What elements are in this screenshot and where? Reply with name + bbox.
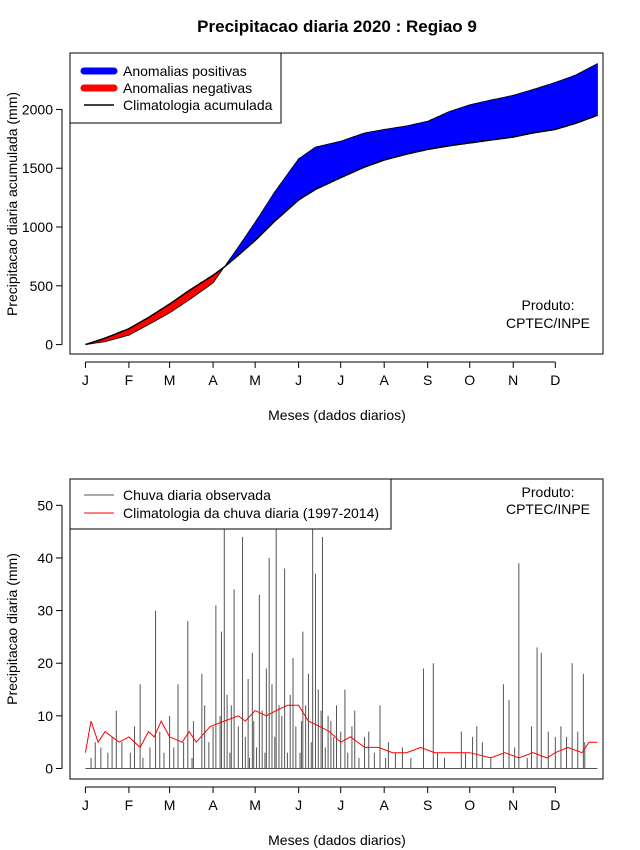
- bottom-annotation-line1: Produto:: [522, 484, 575, 500]
- bottom-bar-marks: [84, 510, 598, 769]
- top-x-tick-label: O: [464, 372, 475, 388]
- bottom-y-tick-label: 20: [37, 655, 53, 671]
- bottom-x-tick-label: A: [380, 797, 390, 813]
- legend-label-daily-climatology: Climatologia da chuva diaria (1997-2014): [123, 505, 379, 521]
- top-x-tick-label: A: [380, 372, 390, 388]
- legend-label-climatology: Climatologia acumulada: [123, 97, 273, 113]
- bottom-x-label: Meses (dados diarios): [268, 832, 406, 848]
- bottom-x-tick-label: N: [508, 797, 518, 813]
- top-x-tick-label: N: [508, 372, 518, 388]
- bottom-y-label: Precipitacao diaria (mm): [4, 553, 20, 705]
- top-y-tick-label: 0: [45, 337, 53, 353]
- legend-label-positive: Anomalias positivas: [123, 63, 247, 79]
- bottom-legend-box: [69, 478, 392, 530]
- top-y-tick-label: 2000: [22, 101, 53, 117]
- top-legend: Anomalias positivas Anomalias negativas …: [69, 52, 282, 124]
- top-y-tick-label: 1000: [22, 219, 53, 235]
- top-panel: 0 500 1000 1500 2000 J F M A M J J A S O N D Meses (dad…: [4, 52, 604, 423]
- top-annotation-line2: CPTEC/INPE: [506, 315, 590, 331]
- bottom-y-tick-label: 30: [37, 603, 53, 619]
- bottom-x-tick-label: M: [164, 797, 176, 813]
- bottom-x-tick-label: M: [249, 797, 261, 813]
- negative-anomaly-area-0: [86, 267, 224, 345]
- figure-title: Precipitacao diaria 2020 : Regiao 9: [197, 17, 477, 36]
- bottom-y-tick-label: 50: [37, 497, 53, 513]
- bottom-y-tick-label: 40: [37, 550, 53, 566]
- top-x-tick-label: M: [164, 372, 176, 388]
- top-y-tick-label: 500: [30, 278, 54, 294]
- top-x-tick-label: J: [337, 372, 344, 388]
- top-x-tick-label: D: [550, 372, 560, 388]
- bottom-x-tick-label: A: [208, 797, 218, 813]
- top-annotation-line1: Produto:: [522, 297, 575, 313]
- bottom-annotation-line2: CPTEC/INPE: [506, 501, 590, 517]
- bottom-x-tick-label: D: [550, 797, 560, 813]
- bottom-y-axis: 0 10 20 30 40 50: [37, 497, 63, 776]
- bottom-y-tick-label: 10: [37, 708, 53, 724]
- top-x-tick-label: F: [125, 372, 134, 388]
- bottom-x-tick-label: J: [337, 797, 344, 813]
- bottom-x-tick-label: S: [423, 797, 432, 813]
- top-y-label: Precipitacao diaria acumulada (mm): [4, 92, 20, 316]
- bottom-y-tick-label: 0: [45, 760, 53, 776]
- bottom-x-tick-label: F: [125, 797, 134, 813]
- bottom-x-tick-label: J: [82, 797, 89, 813]
- top-y-tick-label: 1500: [22, 160, 53, 176]
- daily-climatology-line: [84, 704, 598, 759]
- top-x-tick-label: S: [423, 372, 432, 388]
- top-x-tick-label: A: [208, 372, 218, 388]
- top-x-tick-label: M: [249, 372, 261, 388]
- top-area-marks: [85, 62, 598, 346]
- top-plot-frame: [69, 52, 604, 355]
- legend-label-negative: Anomalias negativas: [123, 80, 252, 96]
- climatology-line: [85, 114, 598, 346]
- top-x-tick-label: J: [295, 372, 302, 388]
- top-y-axis: 0 500 1000 1500 2000: [22, 101, 63, 353]
- bottom-legend: Chuva diaria observada Climatologia da c…: [69, 478, 392, 530]
- top-x-tick-label: J: [82, 372, 89, 388]
- bottom-x-tick-label: O: [464, 797, 475, 813]
- bottom-x-tick-label: J: [295, 797, 302, 813]
- bottom-panel: 0 10 20 30 40 50 J F M A M J J A S O N D Meses (dados di…: [4, 478, 604, 848]
- legend-label-observed: Chuva diaria observada: [123, 487, 271, 503]
- top-x-label: Meses (dados diarios): [268, 407, 406, 423]
